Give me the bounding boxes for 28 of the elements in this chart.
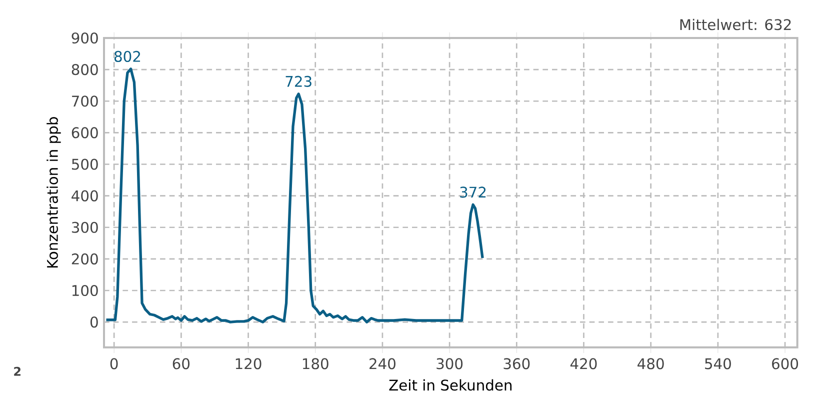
x-tick-label: 360 xyxy=(504,358,530,370)
y-tick-label: 100 xyxy=(72,284,98,296)
y-tick-label: 700 xyxy=(72,96,98,107)
x-tick-label: 180 xyxy=(302,358,328,370)
x-tick-label: 540 xyxy=(705,358,731,370)
annotation: 723 xyxy=(286,76,312,87)
y-tick-label: 600 xyxy=(72,127,98,138)
y-axis-title: Konzentration in ppb xyxy=(46,117,61,268)
y-tick-label: 0 xyxy=(90,316,98,328)
x-tick-label: 600 xyxy=(772,358,798,370)
annotation: 802 xyxy=(114,50,140,62)
y-tick-label: 900 xyxy=(72,32,98,44)
x-tick-label: 0 xyxy=(110,358,118,370)
x-tick-label: 60 xyxy=(172,358,190,370)
x-tick-label: 120 xyxy=(236,358,262,370)
y-tick-label: 400 xyxy=(72,190,98,202)
y-tick-label: 200 xyxy=(72,253,98,264)
x-tick-label: 480 xyxy=(638,358,664,370)
y-tick-label: 300 xyxy=(72,222,98,233)
x-tick-label: 420 xyxy=(570,358,597,370)
x-axis-title: Zeit in Sekunden xyxy=(389,379,512,391)
y-tick-label: 500 xyxy=(72,158,98,170)
y-tick-label: 800 xyxy=(72,64,98,76)
x-tick-label: 240 xyxy=(370,358,396,370)
x-tick-label: 300 xyxy=(436,358,463,370)
text: 2 xyxy=(14,366,20,376)
text: Mittelwert: 632 xyxy=(680,18,791,30)
annotation: 372 xyxy=(460,186,486,198)
